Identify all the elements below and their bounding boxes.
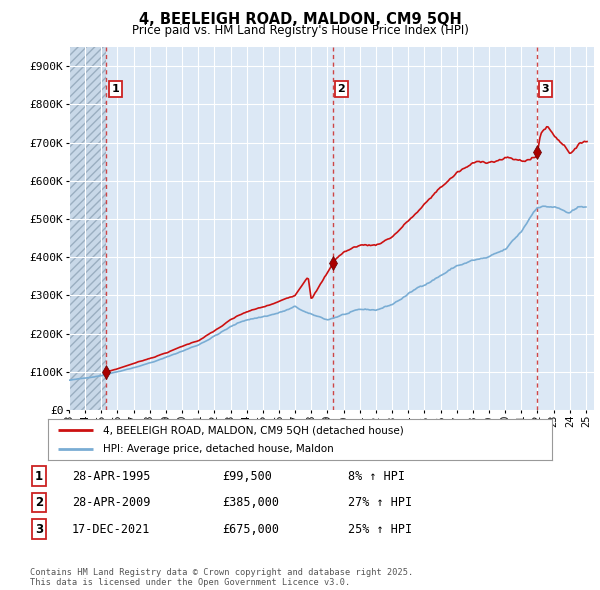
Text: 1: 1	[35, 470, 43, 483]
Text: 2: 2	[35, 496, 43, 509]
Text: 3: 3	[542, 84, 549, 94]
Text: 25% ↑ HPI: 25% ↑ HPI	[348, 523, 412, 536]
Text: 4, BEELEIGH ROAD, MALDON, CM9 5QH (detached house): 4, BEELEIGH ROAD, MALDON, CM9 5QH (detac…	[103, 425, 404, 435]
Text: 1: 1	[112, 84, 119, 94]
Text: 27% ↑ HPI: 27% ↑ HPI	[348, 496, 412, 509]
Text: 28-APR-1995: 28-APR-1995	[72, 470, 151, 483]
Text: 8% ↑ HPI: 8% ↑ HPI	[348, 470, 405, 483]
Text: £675,000: £675,000	[222, 523, 279, 536]
Text: 2: 2	[337, 84, 345, 94]
Text: 28-APR-2009: 28-APR-2009	[72, 496, 151, 509]
Text: Price paid vs. HM Land Registry's House Price Index (HPI): Price paid vs. HM Land Registry's House …	[131, 24, 469, 37]
Text: £99,500: £99,500	[222, 470, 272, 483]
Text: HPI: Average price, detached house, Maldon: HPI: Average price, detached house, Mald…	[103, 444, 334, 454]
Text: 17-DEC-2021: 17-DEC-2021	[72, 523, 151, 536]
Text: Contains HM Land Registry data © Crown copyright and database right 2025.
This d: Contains HM Land Registry data © Crown c…	[30, 568, 413, 587]
Text: 3: 3	[35, 523, 43, 536]
Text: £385,000: £385,000	[222, 496, 279, 509]
Text: 4, BEELEIGH ROAD, MALDON, CM9 5QH: 4, BEELEIGH ROAD, MALDON, CM9 5QH	[139, 12, 461, 27]
Bar	[69, 47, 106, 410]
